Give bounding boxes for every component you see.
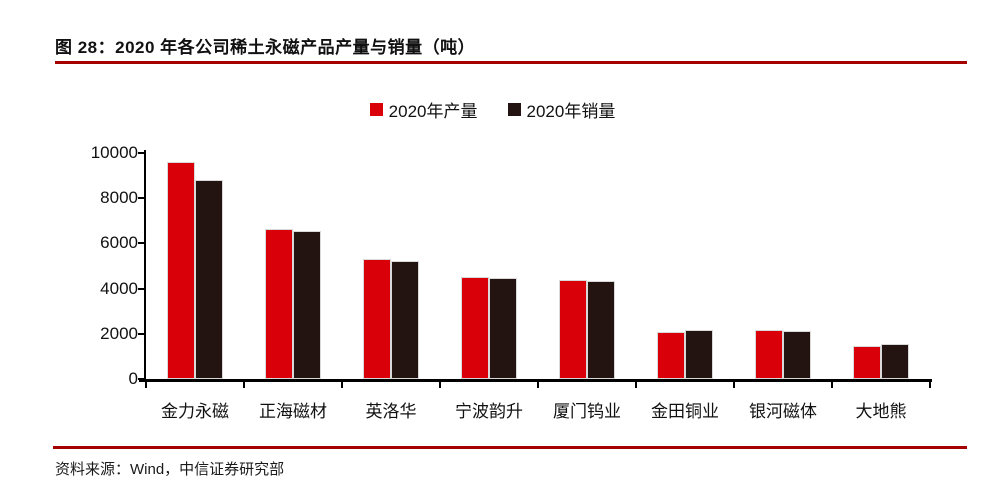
y-axis-tick-label: 10000 [90, 143, 138, 162]
bar-production [657, 332, 685, 379]
y-axis-tick [138, 197, 145, 200]
bar-sales [685, 330, 713, 379]
bar-production [167, 162, 195, 379]
x-axis-tick [733, 382, 735, 388]
bar-sales [881, 344, 909, 379]
bar-sales [489, 278, 517, 379]
y-axis-tick [138, 152, 145, 154]
legend-item-sales: 2020年销量 [507, 97, 616, 122]
y-axis-tick [138, 378, 145, 380]
legend-swatch-sales-icon [507, 103, 521, 116]
bar-production [559, 280, 587, 379]
x-axis-category-label: 金力永磁 [161, 402, 229, 421]
x-axis-tick [635, 382, 637, 388]
source-divider-rule [53, 446, 967, 449]
bar-sales [783, 331, 811, 379]
legend-label-production: 2020年产量 [388, 102, 478, 121]
x-axis-category-label: 大地熊 [855, 402, 907, 421]
x-axis-tick [145, 382, 147, 388]
y-axis-tick [138, 287, 145, 290]
x-axis-tick [831, 382, 833, 388]
title-divider-rule [55, 61, 967, 64]
bar-production [853, 346, 881, 379]
x-axis-category-label: 厦门钨业 [553, 402, 621, 421]
y-axis-line [144, 150, 146, 381]
y-axis-tick-label: 4000 [100, 278, 138, 298]
bar-production [461, 277, 489, 379]
x-axis-category-label: 英洛华 [365, 402, 417, 421]
y-axis-tick-label: 8000 [100, 188, 138, 208]
x-axis-line [139, 379, 932, 382]
bar-production [265, 229, 293, 379]
bar-sales [587, 281, 615, 379]
chart-legend: 2020年产量 2020年销量 [0, 97, 985, 122]
y-axis-tick [138, 332, 145, 335]
legend-label-sales: 2020年销量 [526, 102, 616, 121]
x-axis-category-label: 金田铜业 [651, 402, 719, 421]
y-axis-tick-label: 6000 [100, 233, 138, 253]
legend-swatch-production-icon [369, 103, 383, 116]
bar-sales [195, 180, 223, 379]
bar-sales [391, 261, 419, 379]
legend-item-production: 2020年产量 [369, 97, 478, 122]
x-axis-category-label: 银河磁体 [749, 402, 817, 421]
bar-sales [293, 231, 321, 379]
x-axis-tick [929, 382, 931, 388]
bar-production [755, 330, 783, 379]
x-axis-category-label: 宁波韵升 [455, 402, 523, 421]
x-axis-tick [537, 382, 539, 388]
y-axis-tick-label: 0 [128, 369, 138, 388]
x-axis-tick [341, 382, 343, 388]
figure-title: 图 28：2020 年各公司稀土永磁产品产量与销量（吨） [55, 38, 476, 57]
x-axis-tick [243, 382, 245, 388]
bar-production [363, 259, 391, 379]
x-axis-tick [439, 382, 441, 388]
y-axis-tick-label: 2000 [100, 323, 138, 343]
x-axis-category-label: 正海磁材 [259, 402, 327, 421]
source-note: 资料来源：Wind，中信证券研究部 [55, 461, 285, 478]
y-axis-tick [138, 242, 145, 245]
